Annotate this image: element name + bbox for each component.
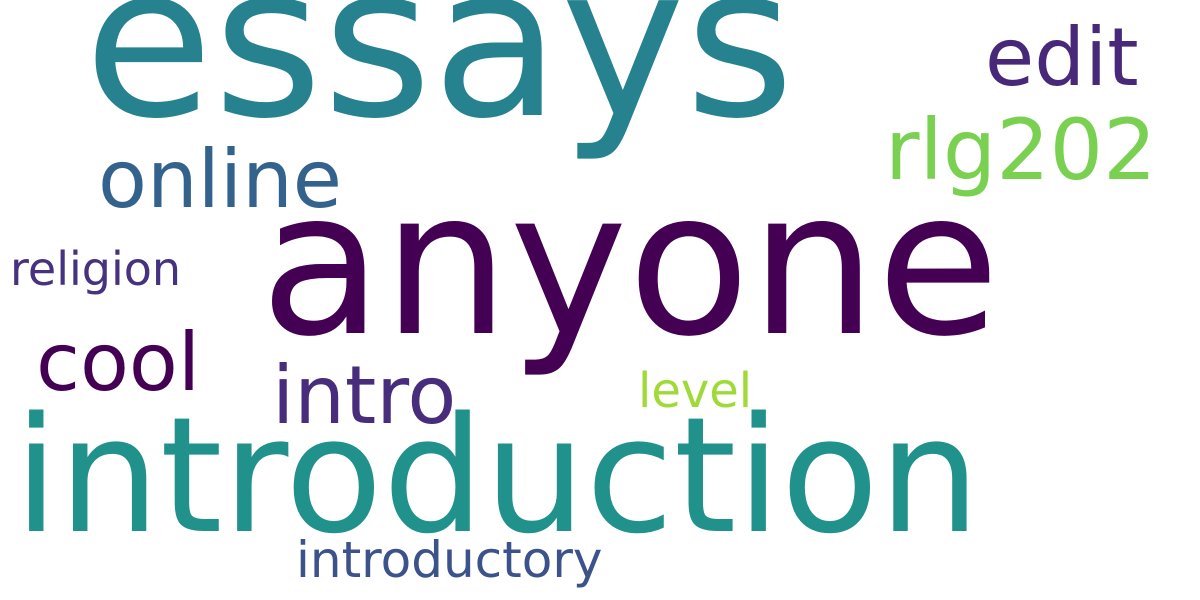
word-level: level — [638, 363, 753, 419]
word-anyone: anyone — [260, 148, 1000, 381]
word-rlg202: rlg202 — [885, 101, 1157, 199]
word-introductory: introductory — [296, 531, 603, 589]
word-edit: edit — [985, 11, 1139, 104]
word-religion: religion — [10, 242, 182, 296]
word-online: online — [98, 133, 343, 226]
word-cool: cool — [36, 316, 201, 409]
word-introduction: introduction — [14, 382, 981, 569]
word-essays: essays — [84, 0, 795, 165]
word-intro: intro — [272, 349, 457, 442]
